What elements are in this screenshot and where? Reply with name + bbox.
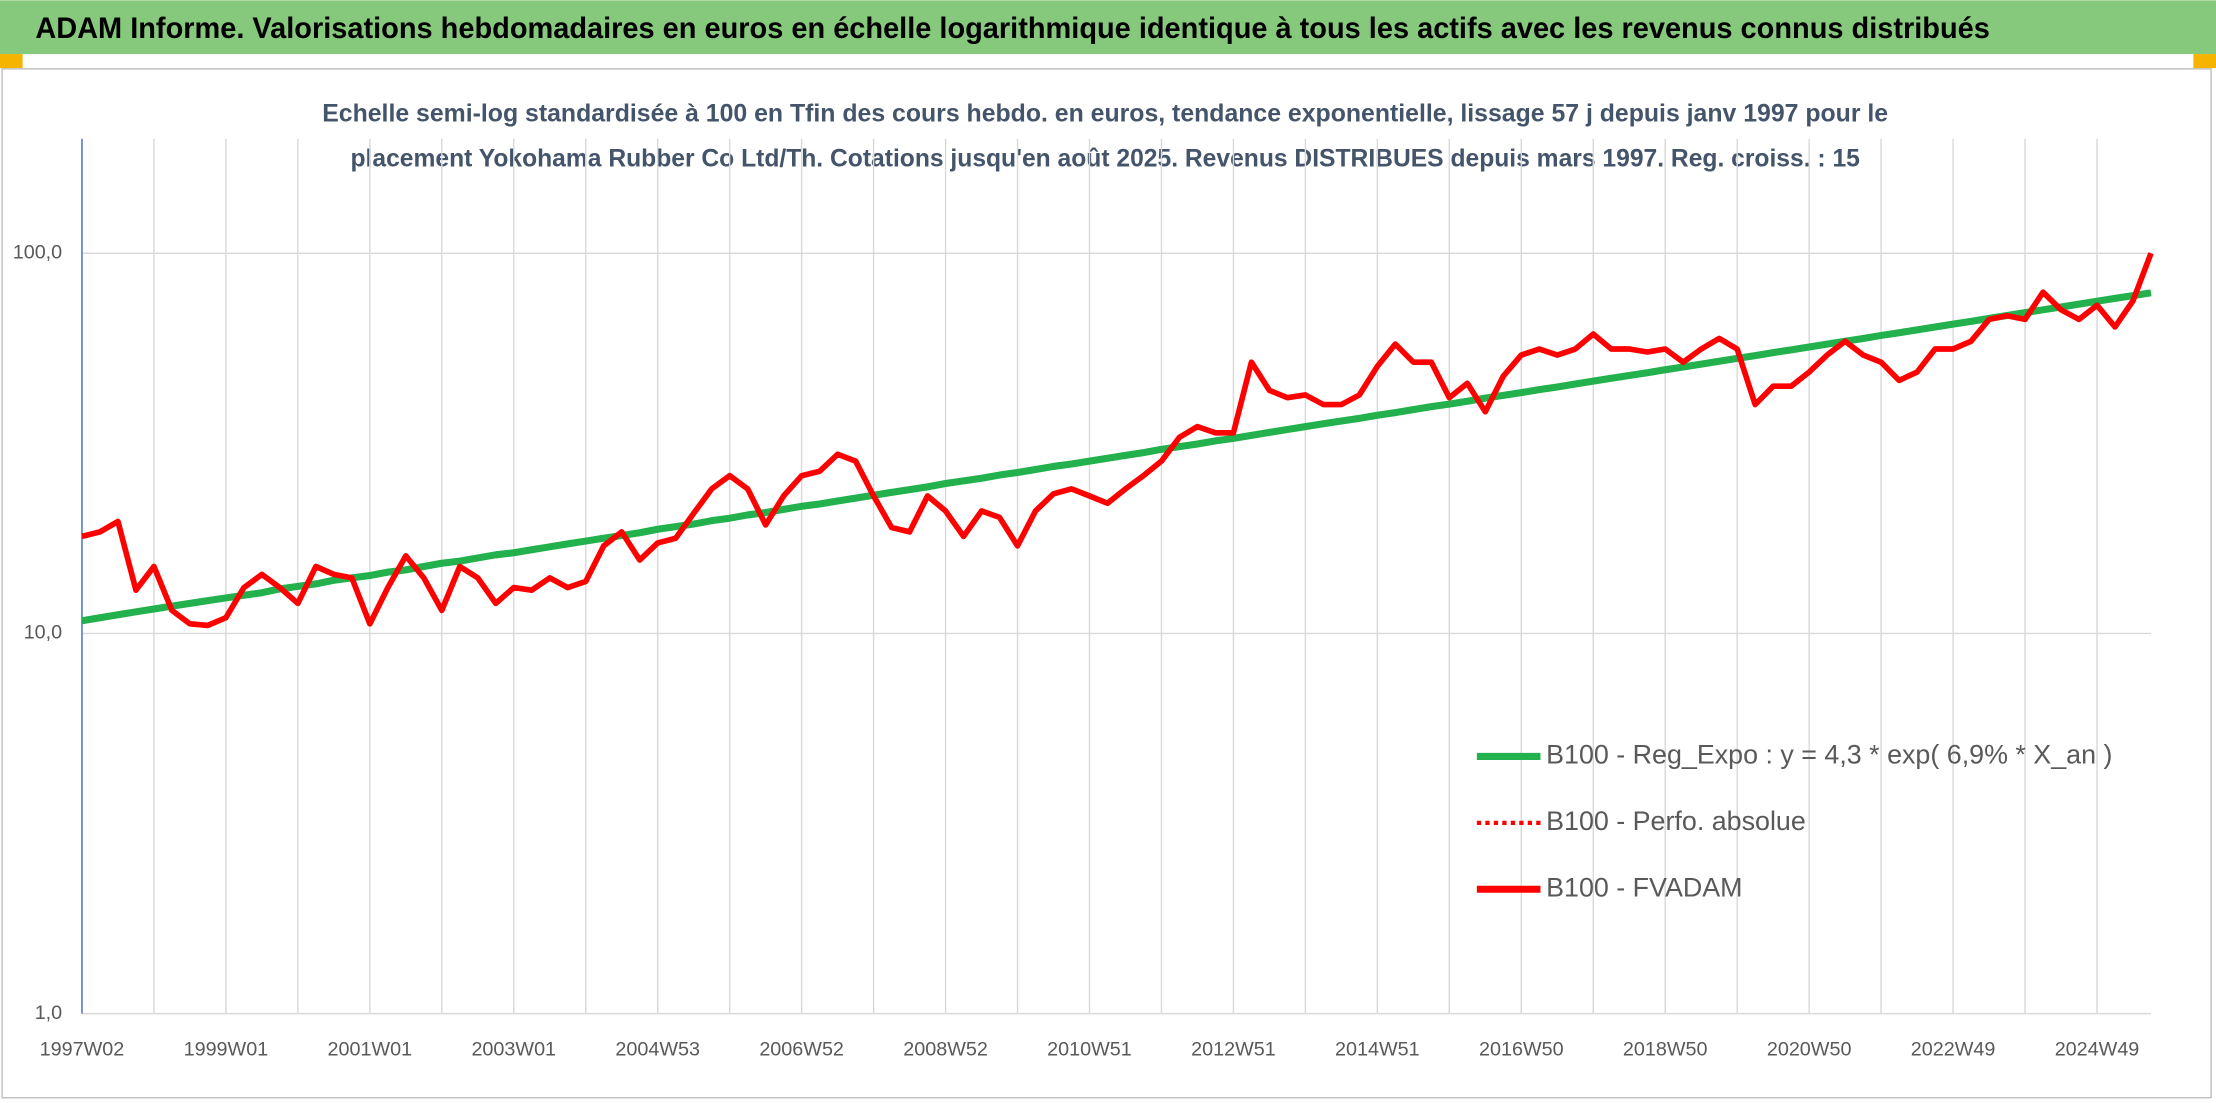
x-tick-label: 2008W52: [903, 1039, 988, 1061]
legend-label: B100 - Reg_Expo : y = 4,3 * exp( 6,9% * …: [1546, 740, 2112, 770]
x-tick-label: 2020W50: [1767, 1039, 1852, 1061]
series-line: [81, 289, 2152, 625]
corner: [0, 54, 23, 69]
x-tick-label: 2018W50: [1623, 1039, 1708, 1061]
legend-label: B100 - FVADAM: [1546, 872, 1742, 902]
series-line: [81, 252, 2154, 629]
x-tick-label: 2001W01: [328, 1039, 413, 1061]
x-tick-label: 2010W51: [1047, 1039, 1132, 1061]
x-tick-label: 2004W53: [615, 1039, 700, 1061]
x-tick-label: 2024W49: [2055, 1039, 2140, 1061]
x-tick-label: 2012W51: [1191, 1039, 1276, 1061]
x-tick-label: 1999W01: [184, 1039, 269, 1061]
x-tick-label: 2016W50: [1479, 1039, 1564, 1061]
x-tick-label: 2014W51: [1335, 1039, 1420, 1061]
chart-title: ADAM Informe. Valorisations hebdomadaire…: [35, 12, 1990, 45]
y-tick-label: 100,0: [13, 241, 62, 263]
x-tick-label: 1997W02: [40, 1039, 125, 1061]
x-tick-label: 2006W52: [759, 1039, 844, 1061]
legend-label: B100 - Perfo. absolue: [1546, 806, 1806, 836]
x-tick-label: 2022W49: [1911, 1039, 1996, 1061]
y-tick-label: 10,0: [24, 622, 62, 644]
subtitle: placement Yokohama Rubber Co Ltd/Th. Cot…: [350, 145, 1859, 173]
corner: [2193, 54, 2216, 69]
y-tick-label: 1,0: [35, 1002, 62, 1024]
x-tick-label: 2003W01: [471, 1039, 556, 1061]
header-bar: [0, 0, 2216, 55]
subtitle: Echelle semi-log standardisée à 100 en T…: [322, 100, 1888, 128]
